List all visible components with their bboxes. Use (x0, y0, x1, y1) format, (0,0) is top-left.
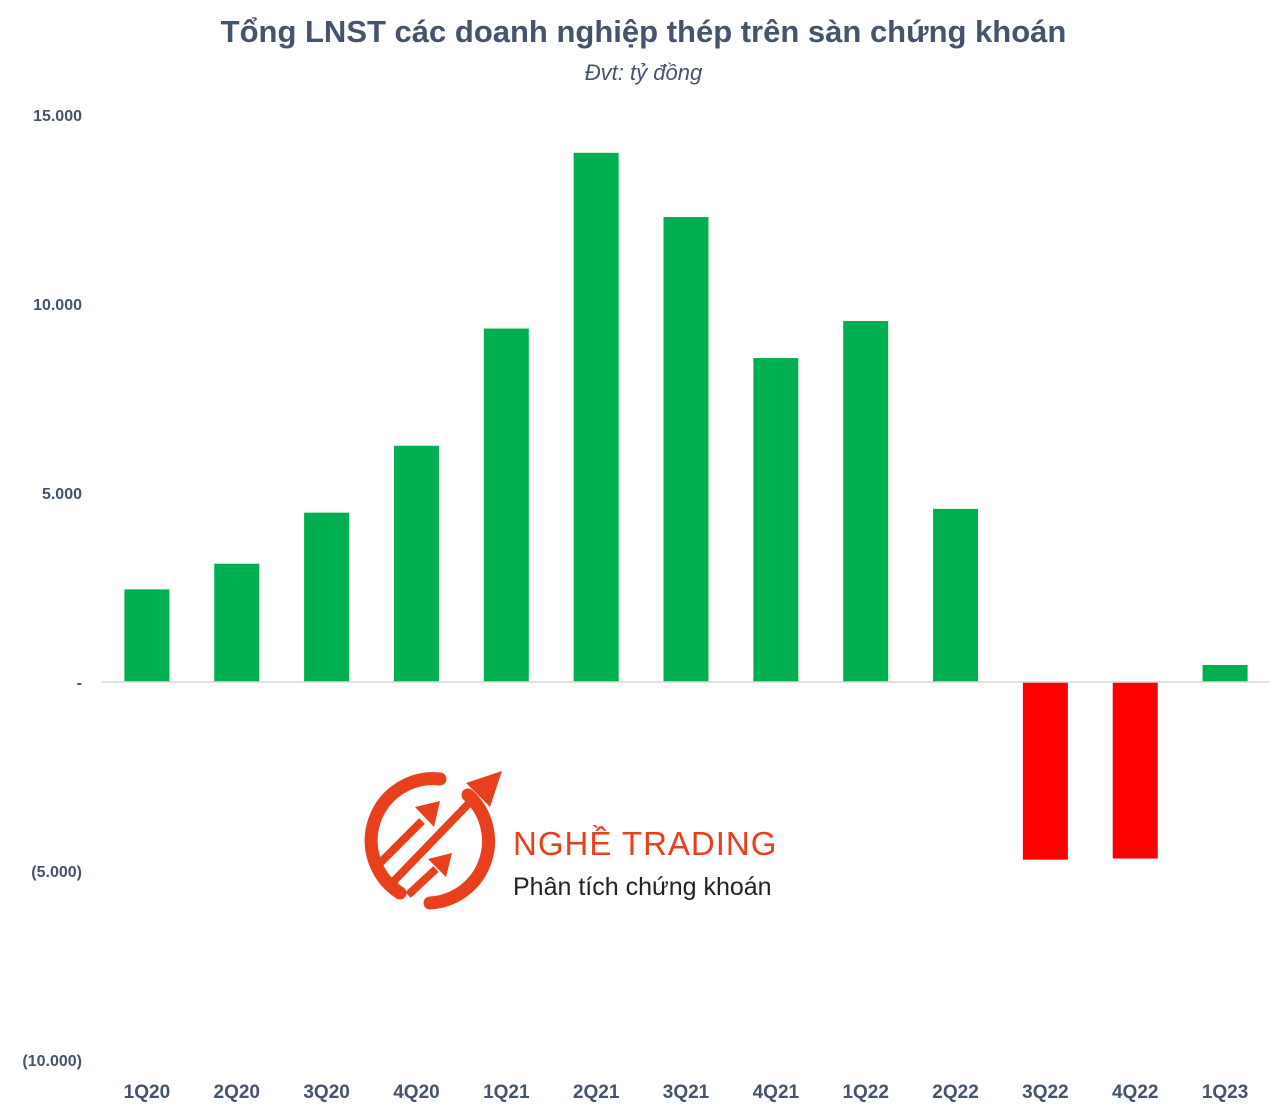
y-tick-label: 15.000 (33, 108, 82, 125)
bar (573, 152, 619, 683)
logo-brand: NGHỀ TRADING (513, 825, 778, 862)
bar (483, 328, 529, 682)
x-tick-label: 1Q22 (842, 1082, 888, 1103)
chart-title: Tổng LNST các doanh nghiệp thép trên sàn… (220, 14, 1067, 49)
y-tick-label: (5.000) (31, 864, 82, 881)
bar (1022, 682, 1068, 860)
y-tick-label: - (77, 675, 82, 692)
x-tick-label: 3Q20 (303, 1082, 349, 1103)
y-tick-label: 10.000 (33, 297, 82, 314)
x-tick-label: 4Q20 (393, 1082, 439, 1103)
x-tick-label: 2Q21 (573, 1082, 620, 1103)
bar (843, 321, 889, 682)
x-tick-label: 4Q22 (1112, 1082, 1158, 1103)
x-tick-label: 4Q21 (753, 1082, 800, 1103)
x-tick-label: 2Q22 (932, 1082, 978, 1103)
bar (933, 508, 979, 682)
x-tick-label: 3Q22 (1022, 1082, 1068, 1103)
bar (1112, 682, 1158, 859)
x-tick-label: 3Q21 (663, 1082, 710, 1103)
rising-arrows-circle-icon (364, 771, 502, 910)
x-tick-label: 1Q20 (124, 1082, 170, 1103)
bar (214, 563, 260, 682)
x-tick-label: 2Q20 (214, 1082, 260, 1103)
y-tick-label: (10.000) (22, 1053, 82, 1070)
bar (1202, 664, 1248, 682)
chart-subtitle: Đvt: tỷ đồng (584, 60, 703, 85)
x-tick-label: 1Q23 (1202, 1082, 1248, 1103)
bar (124, 589, 170, 682)
bar (753, 358, 799, 682)
logo-tagline: Phân tích chứng khoán (513, 873, 772, 901)
watermark-logo: NGHỀ TRADING Phân tích chứng khoán (360, 765, 810, 915)
bar (663, 217, 709, 682)
bar (393, 445, 439, 682)
x-tick-label: 1Q21 (483, 1082, 530, 1103)
bar (304, 512, 350, 682)
y-tick-label: 5.000 (42, 486, 82, 503)
